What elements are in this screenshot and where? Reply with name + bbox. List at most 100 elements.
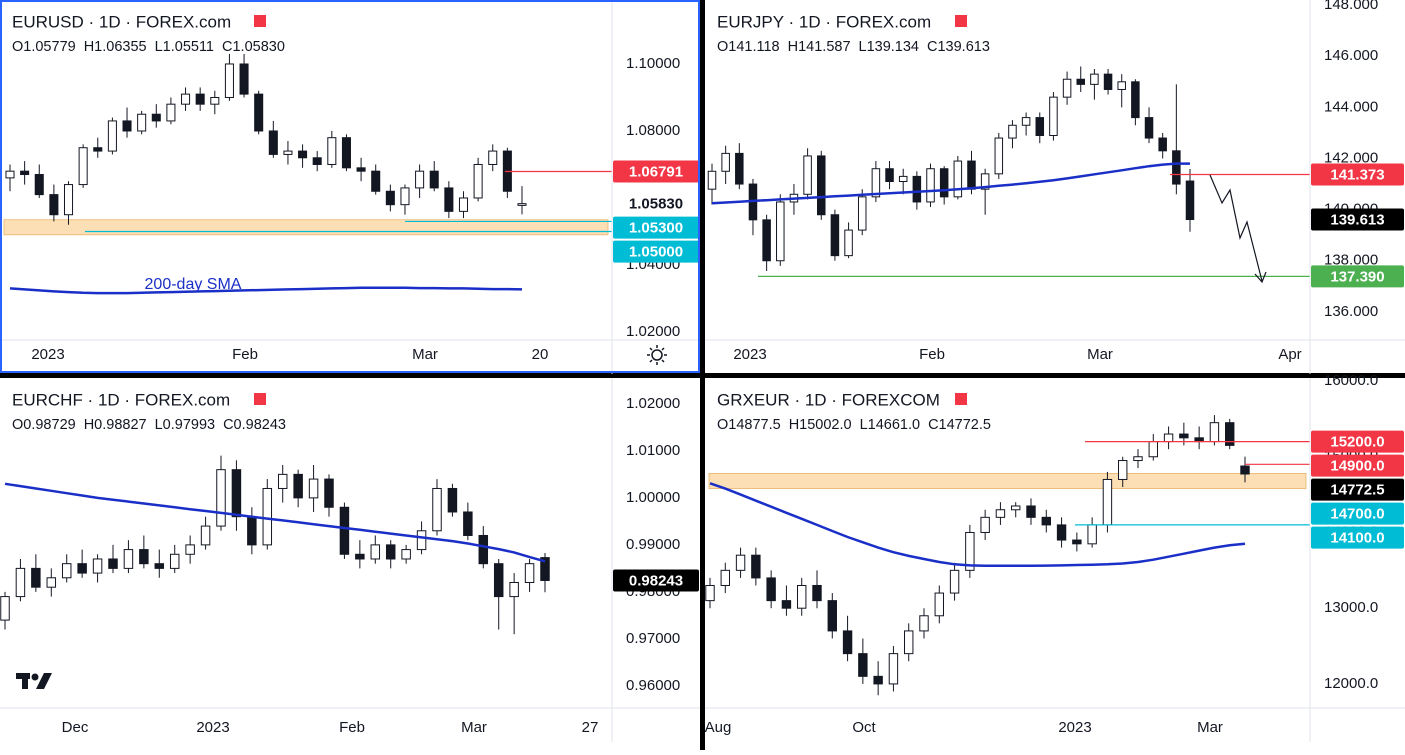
candle-body xyxy=(721,152,730,172)
ohlc-value: O141.118 xyxy=(717,39,780,55)
x-tick-label: 20 xyxy=(532,346,549,363)
candle-body xyxy=(415,170,425,189)
candle-body xyxy=(432,487,442,532)
candle-body xyxy=(1179,433,1189,439)
candle-body xyxy=(830,214,840,257)
x-tick-label: Apr xyxy=(1278,346,1301,363)
candle-body xyxy=(720,569,730,586)
ohlc-value: O0.98729 xyxy=(12,417,76,433)
price-label-box xyxy=(613,240,699,263)
candle-body xyxy=(873,675,883,685)
candle-body xyxy=(827,600,837,632)
candle-body xyxy=(444,187,454,212)
price-label-box xyxy=(1311,265,1404,288)
ohlc-value: L139.134 xyxy=(859,39,919,55)
y-tick-label: 138.000 xyxy=(1324,252,1378,269)
ohlc-value: H1.06355 xyxy=(84,39,147,55)
candle-body xyxy=(401,549,411,560)
price-label-box xyxy=(613,192,699,215)
candle-body xyxy=(1041,516,1051,526)
chart-title: GRXEUR · 1D · FOREXCOM xyxy=(717,390,940,409)
chart-panel: 200-day SMA1.020001.040001.080001.100002… xyxy=(0,0,700,374)
candle-body xyxy=(1117,81,1126,90)
price-label-box xyxy=(1311,502,1404,525)
ohlc-value: L0.97993 xyxy=(155,417,215,433)
candle-body xyxy=(108,558,118,569)
candle-body xyxy=(1076,78,1085,85)
x-tick-label: Aug xyxy=(705,719,732,736)
candle-body xyxy=(473,163,483,199)
x-tick-label: Feb xyxy=(339,719,365,736)
ohlc-value: H141.587 xyxy=(788,39,851,55)
candle-body xyxy=(268,130,278,155)
candle-body xyxy=(885,168,894,183)
candle-body xyxy=(1163,433,1174,443)
candle-body xyxy=(995,509,1006,518)
candle-body xyxy=(751,554,761,579)
candle-body xyxy=(254,93,264,132)
sma-line xyxy=(711,162,1190,205)
y-tick-label: 144.000 xyxy=(1324,98,1378,115)
candle-body xyxy=(904,630,914,655)
candle-body xyxy=(31,567,41,588)
y-tick-label: 146.000 xyxy=(1324,47,1378,64)
price-label: 1.05300 xyxy=(629,220,683,237)
candle-body xyxy=(1240,465,1250,475)
candle-body xyxy=(934,592,944,617)
candle-body xyxy=(493,563,504,598)
price-label: 15200.0 xyxy=(1330,434,1384,451)
candle-body xyxy=(1026,505,1036,518)
chart-panel: 136.000138.000140.000142.000144.000146.0… xyxy=(705,0,1405,374)
candle-body xyxy=(185,544,195,555)
candle-body xyxy=(912,175,922,203)
candle-body xyxy=(92,558,103,574)
candle-body xyxy=(327,137,337,165)
selected-border xyxy=(0,0,700,373)
candle-body xyxy=(1090,73,1099,85)
candle-body xyxy=(137,113,147,132)
candle-body xyxy=(926,168,935,203)
candle-body xyxy=(1087,524,1097,545)
x-tick-label: 2023 xyxy=(31,346,64,363)
candle-body xyxy=(844,229,853,257)
candle-body xyxy=(154,563,165,569)
price-label: 141.373 xyxy=(1330,166,1384,183)
flag-icon xyxy=(955,15,967,27)
flag-icon xyxy=(955,393,967,405)
candle-body xyxy=(77,563,87,574)
settings-icon[interactable] xyxy=(647,345,667,365)
candle-body xyxy=(478,534,489,565)
candle-body xyxy=(370,544,381,560)
y-tick-label: 1.01000 xyxy=(626,442,680,459)
candle-body xyxy=(447,487,458,513)
candle-body xyxy=(1102,478,1113,526)
candle-body xyxy=(1158,137,1167,152)
candle-body xyxy=(283,150,293,155)
price-label-box xyxy=(1311,454,1404,477)
candle-body xyxy=(1008,124,1017,139)
candle-body xyxy=(707,170,717,190)
ohlc-value: L1.05511 xyxy=(155,39,214,55)
y-tick-label: 136.000 xyxy=(1324,303,1378,320)
chart-panel: 0.960000.970000.980000.990001.000001.010… xyxy=(0,378,700,742)
candle-body xyxy=(298,150,308,159)
candle-body xyxy=(247,516,257,546)
candle-body xyxy=(1144,117,1154,139)
candle-body xyxy=(1035,117,1045,136)
x-tick-label: Feb xyxy=(919,346,945,363)
candle-body xyxy=(1225,422,1235,446)
price-label-box xyxy=(1311,163,1404,186)
y-tick-label: 1.08000 xyxy=(626,122,680,139)
support-zone xyxy=(708,473,1307,489)
candle-body xyxy=(200,525,211,546)
candle-body xyxy=(195,93,205,105)
ohlc-value: C1.05830 xyxy=(222,39,285,55)
candle-body xyxy=(980,173,990,190)
candle-body xyxy=(122,120,132,132)
candle-body xyxy=(20,170,30,176)
candle-body xyxy=(262,487,273,546)
candle-body xyxy=(210,96,220,105)
candle-body xyxy=(78,147,88,186)
candle-body xyxy=(400,187,410,206)
chart-title: EURCHF · 1D · FOREX.com xyxy=(12,390,230,409)
